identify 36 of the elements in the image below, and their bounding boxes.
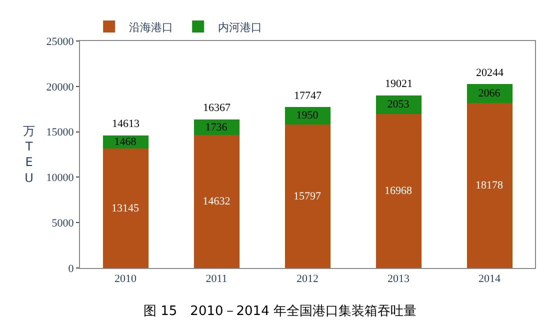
y-tick-label: 20000 <box>46 81 74 94</box>
total-label: 19021 <box>385 78 412 90</box>
data-label: 13145 <box>112 202 140 214</box>
bar <box>194 135 240 268</box>
x-tick-label: 2010 <box>114 273 137 286</box>
y-tick-label: 10000 <box>46 172 74 184</box>
bar <box>466 84 512 103</box>
y-tick-label: 5000 <box>52 217 74 230</box>
data-label: 16968 <box>384 184 412 197</box>
y-tick-label: 0 <box>68 262 74 275</box>
total-label: 14613 <box>112 118 140 130</box>
total-label: 16367 <box>203 102 231 114</box>
total-label: 20244 <box>476 67 504 79</box>
data-label: 1736 <box>205 121 228 134</box>
bar <box>466 102 512 268</box>
y-axis-title: 万TEU <box>23 124 35 185</box>
data-label: 18178 <box>476 179 504 192</box>
data-label: 1468 <box>114 136 137 148</box>
data-label: 15797 <box>294 190 322 202</box>
data-label: 14632 <box>202 196 230 208</box>
data-label: 2053 <box>387 98 410 111</box>
bar <box>102 148 148 268</box>
text: 图 15 2010－2014 年全国港口集装箱吞吐量 <box>144 304 416 319</box>
legend-label: 沿海港口 <box>129 20 174 34</box>
x-tick-label: 2014 <box>478 273 501 286</box>
total-label: 17747 <box>294 90 322 102</box>
x-tick-label: 2013 <box>388 273 410 286</box>
y-tick-label: 15000 <box>46 126 74 139</box>
y-tick-label: 25000 <box>46 36 74 48</box>
x-tick-label: 2012 <box>296 273 318 286</box>
bar <box>284 124 330 268</box>
legend-label: 内河港口 <box>218 20 262 34</box>
data-label: 2066 <box>478 88 501 100</box>
x-tick-label: 2011 <box>206 273 228 286</box>
bar <box>376 114 422 268</box>
data-label: 1950 <box>296 110 319 122</box>
